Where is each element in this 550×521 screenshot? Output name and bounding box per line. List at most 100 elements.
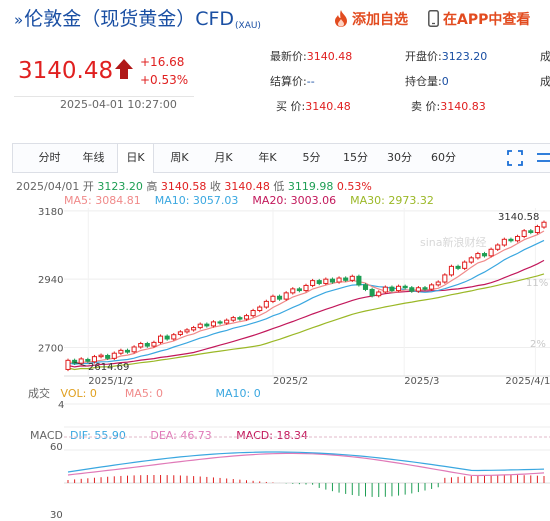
candle-body: [230, 317, 236, 321]
candle-body: [177, 331, 183, 335]
candle-body: [131, 346, 137, 353]
stat-sell-label: 卖 价:: [411, 100, 441, 113]
candle-body: [105, 354, 111, 359]
stat-extra-2: 成: [540, 73, 550, 89]
candle-body: [85, 358, 91, 362]
ohlc-low: 3119.98: [287, 180, 334, 193]
y-tick-label: 3180: [38, 207, 63, 218]
page-header: »伦敦金（现货黄金）CFD(XAU) 添加自选 在APP中查看: [0, 0, 550, 36]
stat-position-value: 0: [441, 75, 449, 88]
candle-body: [376, 291, 382, 297]
instrument-name: 伦敦金（现货黄金）CFD: [24, 8, 235, 30]
candle-body: [296, 288, 302, 292]
current-price: 3140.48: [18, 58, 114, 84]
tab-60min[interactable]: 60分: [431, 151, 456, 164]
macd-dif: DIF: 55.90: [69, 429, 126, 442]
candle-body: [534, 226, 540, 233]
tab-daily-k[interactable]: 日K: [117, 144, 154, 173]
quote-divider: [14, 96, 194, 97]
candle-body: [362, 284, 369, 290]
tab-30min[interactable]: 30分: [387, 151, 412, 164]
ohlc-close: 3140.48: [224, 180, 270, 193]
candle-body: [184, 329, 190, 333]
candle-body: [369, 288, 375, 297]
stat-extra-2-label: 成: [540, 75, 550, 88]
candle-body: [448, 265, 454, 276]
candle-body: [191, 327, 197, 331]
macd-dif-line: [67, 451, 545, 473]
tab-monthly-k[interactable]: 月K: [214, 151, 233, 164]
stat-extra-1-label: 成: [540, 50, 550, 63]
volume-ma5: MA5: 0: [124, 387, 164, 400]
stat-latest-value: 3140.48: [306, 50, 353, 63]
stat-extra-1: 成: [540, 48, 550, 64]
candle-body: [224, 319, 230, 324]
change-value: +16.68: [140, 55, 185, 69]
candle-body: [78, 358, 84, 364]
change-percent: +0.53%: [140, 73, 189, 87]
candle-body: [217, 321, 223, 324]
candle-body: [303, 284, 309, 292]
candle-body: [336, 277, 342, 283]
y-tick-label: 2940: [38, 275, 63, 286]
price-change: +16.68 +0.53%: [140, 53, 188, 89]
candle-body: [541, 221, 547, 228]
ohlc-high: 3140.58: [160, 180, 207, 193]
candle-body: [468, 257, 474, 263]
ma5-value: MA5: 3084.81: [64, 194, 141, 207]
macd-axis-bottom: 30: [50, 510, 63, 521]
ohlc-low-label: 低: [273, 180, 285, 193]
stat-position: 持仓量:0: [405, 73, 449, 89]
ma30-value: MA30: 2973.32: [350, 194, 434, 207]
candle-body: [429, 284, 435, 290]
candle-body: [257, 306, 263, 312]
x-tick-label: 2025/1/2: [88, 376, 133, 385]
candle-body: [409, 287, 415, 292]
candle-body: [164, 335, 170, 340]
candle-body: [382, 286, 388, 293]
y-tick-label: 2700: [38, 344, 63, 355]
candle-body: [389, 286, 395, 292]
quote-datetime: 2025-04-01 10:27:00: [60, 98, 177, 111]
candle-body: [455, 265, 461, 269]
macd-value: MACD: 18.34: [236, 429, 308, 442]
stat-latest: 最新价:3140.48: [270, 48, 352, 64]
fullscreen-icon[interactable]: [507, 150, 523, 166]
low-annotation-pointer: [73, 361, 87, 367]
ohlc-open: 3123.20: [97, 180, 143, 193]
view-in-app-button[interactable]: 在APP中查看: [428, 9, 530, 29]
volume-vol: VOL: 0: [60, 387, 97, 400]
tab-timeshare[interactable]: 分时: [38, 151, 61, 164]
candle-body: [442, 274, 448, 283]
candle-body: [349, 275, 355, 281]
candle-body: [462, 261, 468, 269]
x-tick-label: 2025/2: [273, 376, 308, 385]
tab-5min[interactable]: 5分: [302, 151, 321, 164]
ma30-line: [67, 273, 545, 371]
candlestick-chart[interactable]: 2700 2940 3180 2025/1/2 2025/2 2025/3 2025/4/1…: [0, 205, 550, 385]
candle-body: [118, 349, 124, 354]
candle-body: [435, 281, 441, 286]
candle-body: [250, 310, 256, 317]
tab-yearly-k[interactable]: 年K: [258, 151, 277, 164]
ohlc-close-label: 收: [209, 180, 221, 193]
tab-year-line[interactable]: 年线: [82, 151, 105, 164]
stat-sell-value: 3140.83: [440, 100, 486, 113]
tab-weekly-k[interactable]: 周K: [170, 151, 189, 164]
candle-body: [422, 287, 428, 290]
tab-15min[interactable]: 15分: [343, 151, 368, 164]
stat-buy-value: 3140.48: [305, 100, 351, 113]
stat-buy: 买 价:3140.48: [276, 98, 351, 114]
macd-dea: DEA: 46.73: [150, 429, 212, 442]
candle-body: [495, 244, 501, 250]
settings-lines-icon[interactable]: [537, 150, 550, 166]
candle-body: [528, 230, 534, 233]
candle-body: [290, 288, 296, 294]
macd-axis-top: 60: [50, 442, 63, 453]
breadcrumb-chevron-icon[interactable]: »: [14, 11, 24, 29]
candle-body: [316, 280, 322, 284]
stat-sell: 卖 价:3140.83: [411, 98, 486, 114]
stat-buy-label: 买 价:: [276, 100, 306, 113]
add-favorite-button[interactable]: 添加自选: [333, 9, 408, 29]
ohlc-pct: 0.53%: [336, 180, 372, 193]
